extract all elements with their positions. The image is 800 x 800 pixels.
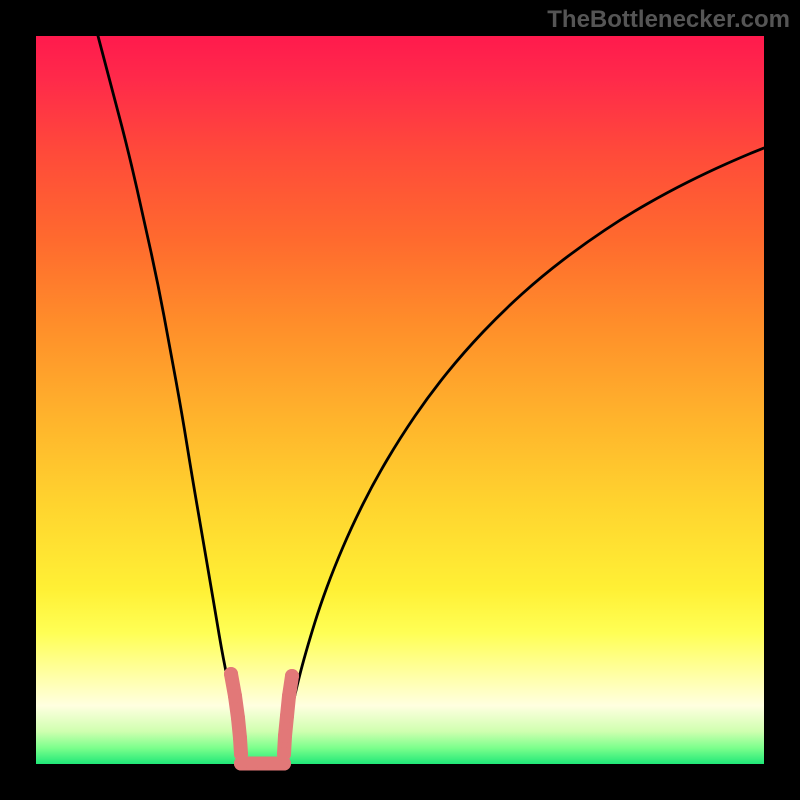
marker-right-arm-dot: [282, 689, 296, 703]
right-curve: [284, 148, 764, 762]
marker-right-arm-dot: [277, 747, 291, 761]
marker-left-arm-dot: [224, 667, 238, 681]
plot-area: [36, 36, 764, 764]
marker-left-arm-dot: [228, 689, 242, 703]
marker-right-arm-dot: [278, 729, 292, 743]
watermark-text: TheBottlenecker.com: [547, 6, 790, 34]
marker-left-arm-dot: [233, 731, 247, 745]
curve-layer: [36, 36, 764, 764]
marker-right-arm-dot: [280, 709, 294, 723]
marker-right-arm-dot: [285, 669, 299, 683]
left-curve: [98, 36, 241, 762]
marker-left-arm-dot: [231, 711, 245, 725]
chart-frame: TheBottlenecker.com: [0, 0, 800, 800]
